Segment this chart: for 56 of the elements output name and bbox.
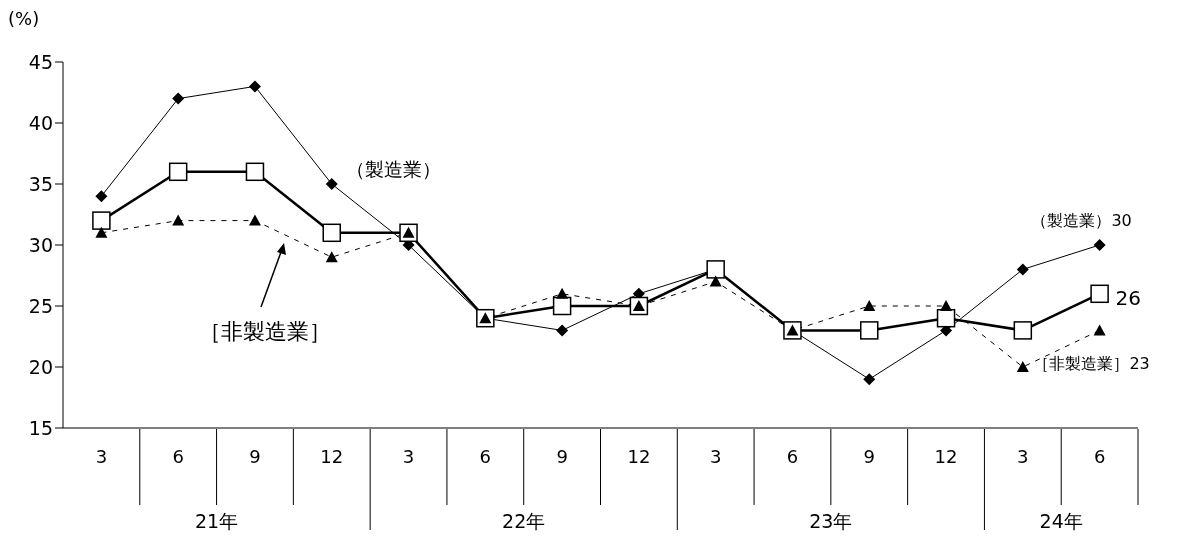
y-tick-label: 25 <box>28 294 53 317</box>
x-tick-label: 12 <box>627 445 651 467</box>
text: 21年 <box>194 510 239 532</box>
text: 22年 <box>502 510 546 532</box>
point <box>556 287 569 299</box>
x-tick-label: 6 <box>786 445 799 467</box>
point <box>325 251 338 263</box>
point <box>863 373 876 386</box>
x-tick-label: 3 <box>1017 445 1029 467</box>
x-tick-label: 3 <box>95 445 108 467</box>
point <box>95 190 108 203</box>
point <box>92 211 111 230</box>
point <box>322 223 341 243</box>
y-tick-label: 35 <box>28 172 53 195</box>
point <box>860 321 879 340</box>
y-tick-label: 40 <box>28 111 53 134</box>
point <box>1093 239 1106 251</box>
point <box>172 92 185 105</box>
data-label: ［非製造業］23 <box>1033 353 1150 373</box>
point <box>1016 361 1029 372</box>
x-tick-label: 12 <box>320 445 344 467</box>
x-tick-label: 3 <box>402 445 415 467</box>
point <box>172 214 185 226</box>
x-tick-label: 3 <box>709 445 722 467</box>
point <box>863 300 876 311</box>
point <box>248 214 261 226</box>
point <box>248 80 261 93</box>
series-label: （製造業） <box>346 158 441 180</box>
point <box>1090 284 1109 304</box>
y-tick-label: 30 <box>28 233 53 256</box>
point <box>1016 263 1029 276</box>
data-label: （製造業）30 <box>1031 210 1132 230</box>
text: 24年 <box>1039 510 1083 532</box>
point <box>709 275 722 287</box>
point <box>556 324 569 337</box>
x-tick-label: 6 <box>1093 445 1106 467</box>
x-tick-label: 9 <box>556 445 568 467</box>
point <box>168 162 188 182</box>
text: 23年 <box>809 510 853 532</box>
point <box>95 226 108 238</box>
y-tick-label: 45 <box>28 50 53 73</box>
y-tick-label: 15 <box>28 416 53 439</box>
y-tick-label: 20 <box>28 355 53 378</box>
x-tick-label: 6 <box>172 445 184 467</box>
x-tick-label: 9 <box>249 445 261 467</box>
data-label: 26 <box>1115 286 1142 311</box>
y-axis-title: (%) <box>8 8 40 29</box>
point <box>1013 321 1033 340</box>
x-tick-label: 6 <box>479 445 492 467</box>
point <box>940 300 953 311</box>
point <box>245 162 265 182</box>
point <box>325 178 338 190</box>
point <box>1093 324 1106 336</box>
x-tick-label: 12 <box>934 445 958 467</box>
text: ［非製造業］ <box>199 319 331 344</box>
x-tick-label: 9 <box>863 445 875 467</box>
